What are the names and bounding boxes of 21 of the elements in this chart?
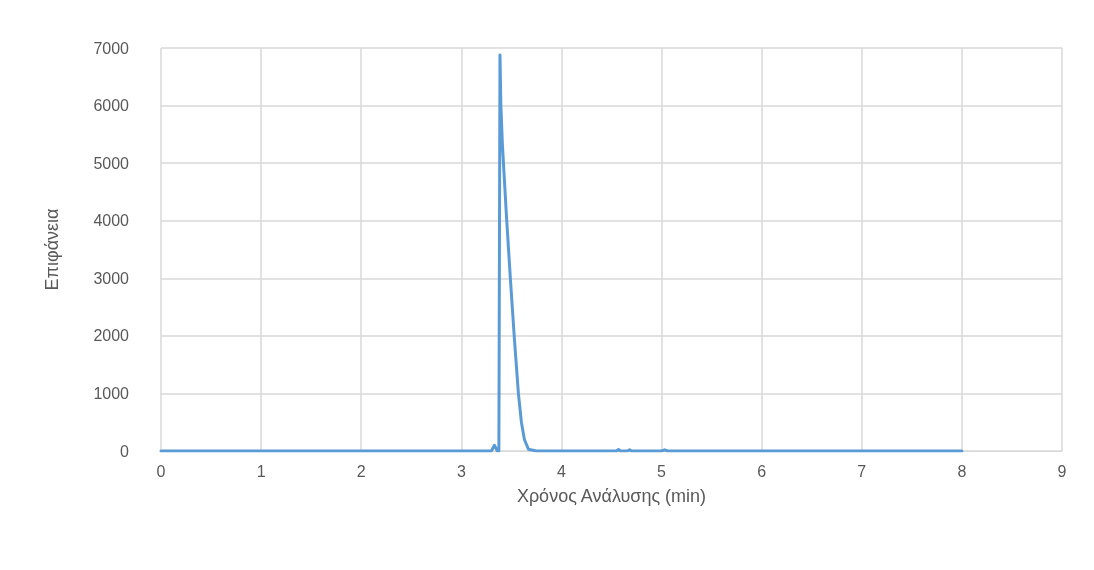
- y-tick-label: 3000: [93, 269, 130, 287]
- x-tick-label: 4: [556, 462, 566, 480]
- y-tick-label: 7000: [93, 39, 130, 57]
- x-axis-title: Χρόνος Ανάλυσης (min): [516, 486, 707, 506]
- y-tick-label: 0: [120, 442, 130, 460]
- x-tick-label: 8: [957, 462, 967, 480]
- x-tick-label: 2: [356, 462, 366, 480]
- x-tick-label: 6: [757, 462, 767, 480]
- line-series: [159, 53, 964, 453]
- y-axis-title: Επιφάνεια: [42, 208, 62, 291]
- x-tick-label: 9: [1057, 462, 1067, 480]
- y-tick-label: 1000: [93, 384, 130, 402]
- y-tick-label: 5000: [93, 154, 130, 172]
- x-tick-label: 3: [456, 462, 466, 480]
- x-tick-label: 1: [256, 462, 266, 480]
- x-tick-label: 7: [857, 462, 867, 480]
- x-tick-label: 5: [657, 462, 667, 480]
- y-tick-label: 6000: [93, 97, 130, 115]
- y-tick-label: 2000: [93, 327, 130, 345]
- y-tick-label: 4000: [93, 212, 130, 230]
- x-tick-label: 0: [156, 462, 166, 480]
